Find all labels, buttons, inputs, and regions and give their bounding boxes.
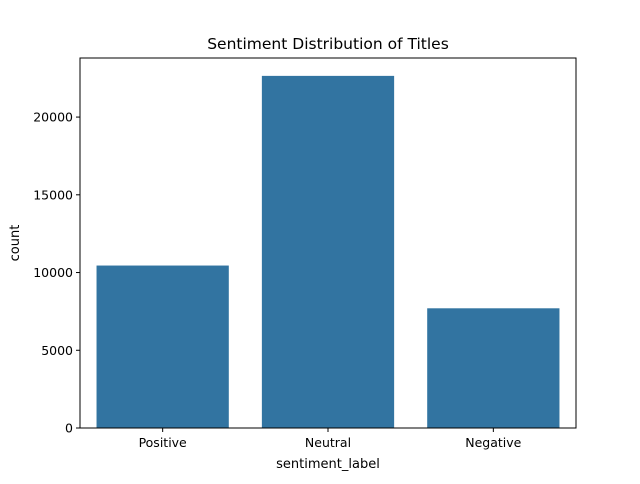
y-tick-label: 15000 [33,187,73,202]
y-axis-label: count [8,225,23,262]
x-axis-label: sentiment_label [276,457,380,472]
y-tick-label: 5000 [41,343,73,358]
bar-neutral [261,75,395,429]
x-tick-label: Neutral [305,435,351,450]
chart-title: Sentiment Distribution of Titles [207,35,449,53]
y-tick-label: 20000 [33,110,73,125]
bar-positive [96,265,229,428]
y-tick-label: 0 [65,421,73,436]
bar-negative [427,308,560,428]
y-axis-ticks: 0 5000 10000 15000 20000 [33,110,80,436]
x-axis-ticks: Positive Neutral Negative [139,428,522,450]
x-tick-label: Negative [465,435,521,450]
bars-group [96,75,560,429]
y-tick-label: 10000 [33,265,73,280]
x-tick-label: Positive [139,435,187,450]
plot-frame [79,57,577,429]
